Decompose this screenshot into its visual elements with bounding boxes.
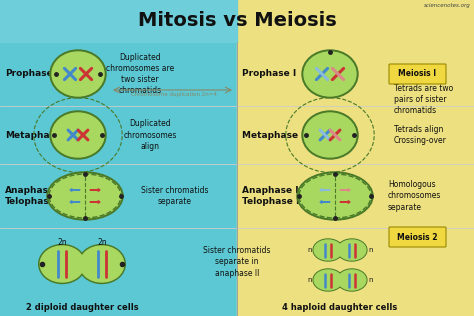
- FancyArrow shape: [340, 189, 350, 191]
- Ellipse shape: [338, 240, 366, 260]
- Ellipse shape: [52, 52, 104, 96]
- Text: 4 haploid daughter cells: 4 haploid daughter cells: [283, 303, 398, 312]
- Bar: [0, 0, 237, 316]
- Text: n: n: [368, 247, 373, 253]
- Ellipse shape: [299, 174, 371, 218]
- Text: Mitosis vs Meiosis: Mitosis vs Meiosis: [137, 11, 337, 31]
- Text: 2 diploid daughter cells: 2 diploid daughter cells: [26, 303, 138, 312]
- FancyArrow shape: [90, 201, 100, 203]
- Ellipse shape: [314, 240, 342, 260]
- Text: n: n: [368, 277, 373, 283]
- Ellipse shape: [337, 269, 367, 291]
- Ellipse shape: [52, 113, 104, 157]
- FancyBboxPatch shape: [389, 227, 446, 247]
- Ellipse shape: [40, 246, 84, 282]
- Text: n: n: [308, 277, 312, 283]
- FancyArrow shape: [70, 201, 80, 203]
- Ellipse shape: [313, 239, 343, 261]
- Text: Duplicated
chromosomes are
two sister
chromatids: Duplicated chromosomes are two sister ch…: [106, 53, 174, 95]
- Ellipse shape: [314, 270, 342, 290]
- Ellipse shape: [302, 111, 358, 159]
- Bar: [0, 0, 237, 42]
- Text: Prophase: Prophase: [5, 70, 53, 78]
- Text: Anaphase
Telophase: Anaphase Telophase: [5, 186, 56, 206]
- Text: Chromosome duplication 2n=4: Chromosome duplication 2n=4: [130, 92, 217, 97]
- Ellipse shape: [50, 111, 106, 159]
- Text: Metaphase: Metaphase: [5, 131, 61, 139]
- Ellipse shape: [50, 50, 106, 98]
- Ellipse shape: [304, 52, 356, 96]
- Text: Sister chromatids
separate in
anaphase II: Sister chromatids separate in anaphase I…: [203, 246, 271, 277]
- Ellipse shape: [338, 270, 366, 290]
- Ellipse shape: [297, 172, 373, 220]
- Ellipse shape: [304, 113, 356, 157]
- Text: Metaphase I: Metaphase I: [242, 131, 305, 139]
- Text: Duplicated
chromosomes
align: Duplicated chromosomes align: [123, 119, 177, 151]
- Text: Anaphase I
Telophase I: Anaphase I Telophase I: [242, 186, 300, 206]
- Text: Tetrads are two
pairs of sister
chromatids: Tetrads are two pairs of sister chromati…: [394, 84, 453, 115]
- Ellipse shape: [78, 245, 125, 283]
- Text: Meiosis 2: Meiosis 2: [397, 233, 438, 241]
- Text: 2n: 2n: [57, 238, 67, 247]
- Ellipse shape: [313, 269, 343, 291]
- Ellipse shape: [337, 239, 367, 261]
- Text: Sister chromatids
separate: Sister chromatids separate: [141, 186, 209, 206]
- Text: Homologous
chromosomes
separate: Homologous chromosomes separate: [388, 180, 441, 212]
- Ellipse shape: [302, 50, 358, 98]
- Ellipse shape: [39, 245, 86, 283]
- Text: Meiosis I: Meiosis I: [399, 70, 437, 78]
- FancyArrow shape: [340, 201, 350, 203]
- Ellipse shape: [49, 174, 121, 218]
- FancyBboxPatch shape: [389, 64, 446, 84]
- Bar: [237, 0, 474, 316]
- Ellipse shape: [80, 246, 124, 282]
- Ellipse shape: [47, 172, 123, 220]
- FancyArrow shape: [320, 201, 330, 203]
- Text: Prophase I: Prophase I: [242, 70, 296, 78]
- FancyArrow shape: [320, 189, 330, 191]
- Text: sciencenotes.org: sciencenotes.org: [424, 3, 471, 8]
- Text: 2n: 2n: [97, 238, 107, 247]
- Text: Tetrads align
Crossing-over: Tetrads align Crossing-over: [394, 125, 447, 145]
- Text: n: n: [308, 247, 312, 253]
- FancyArrow shape: [70, 189, 80, 191]
- FancyArrow shape: [90, 189, 100, 191]
